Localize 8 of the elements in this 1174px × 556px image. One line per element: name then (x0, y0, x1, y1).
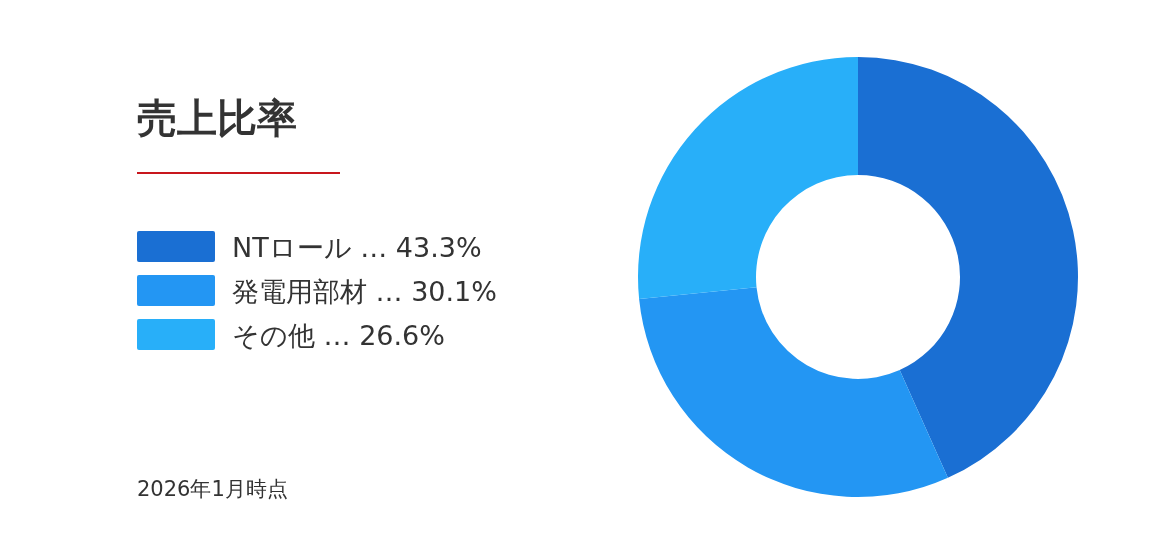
donut-slice (858, 57, 1078, 478)
donut-slice (639, 287, 948, 497)
legend-label: その他 … 26.6% (232, 320, 445, 351)
text: 売上比率 (137, 95, 297, 141)
legend-label: NTロール … 43.3% (232, 232, 482, 263)
text: 2026年1月時点 (137, 477, 288, 501)
donut-slice (638, 57, 858, 300)
legend-label: 発電用部材 … 30.1% (232, 276, 497, 307)
